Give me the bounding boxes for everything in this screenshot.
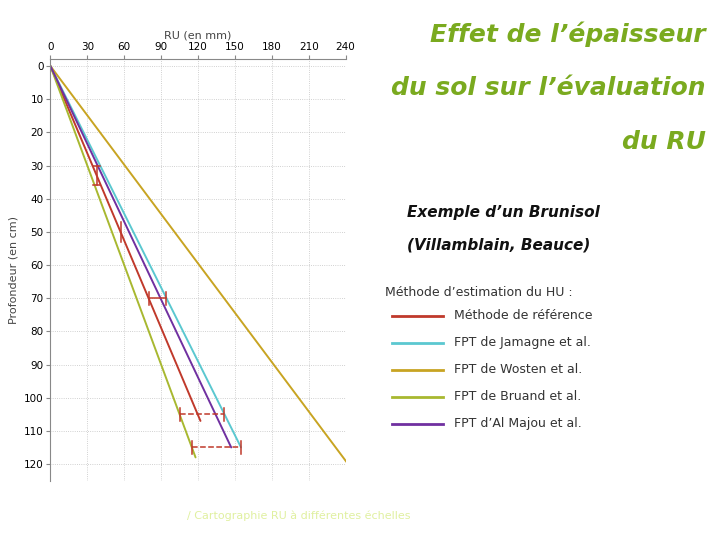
Text: du RU: du RU (622, 130, 706, 153)
Text: Exemple d’un Brunisol: Exemple d’un Brunisol (407, 205, 600, 220)
Text: Méthode de référence: Méthode de référence (454, 309, 592, 322)
Text: SCIENCE & IMPACT: SCIENCE & IMPACT (54, 523, 100, 528)
Text: / Cartographie RU à différentes échelles: / Cartographie RU à différentes échelles (187, 510, 410, 521)
Text: I. Cousin et al: I. Cousin et al (112, 511, 201, 521)
Text: FPT d’Al Majou et al.: FPT d’Al Majou et al. (454, 417, 581, 430)
Text: (Villamblain, Beauce): (Villamblain, Beauce) (407, 238, 590, 253)
Text: FPT de Jamagne et al.: FPT de Jamagne et al. (454, 336, 590, 349)
Text: Effet de l’épaisseur: Effet de l’épaisseur (430, 22, 706, 47)
Text: FPT de Bruand et al.: FPT de Bruand et al. (454, 390, 581, 403)
Text: FPT de Wosten et al.: FPT de Wosten et al. (454, 363, 582, 376)
Text: 28/04/2016: 28/04/2016 (634, 522, 698, 531)
Text: INRA: INRA (54, 505, 88, 518)
Text: Méthode d’estimation du HU :: Méthode d’estimation du HU : (385, 286, 573, 299)
Y-axis label: Profondeur (en cm): Profondeur (en cm) (8, 216, 18, 324)
Text: .04: .04 (674, 497, 698, 512)
Text: du sol sur l’évaluation: du sol sur l’évaluation (391, 76, 706, 99)
X-axis label: RU (en mm): RU (en mm) (164, 30, 232, 40)
